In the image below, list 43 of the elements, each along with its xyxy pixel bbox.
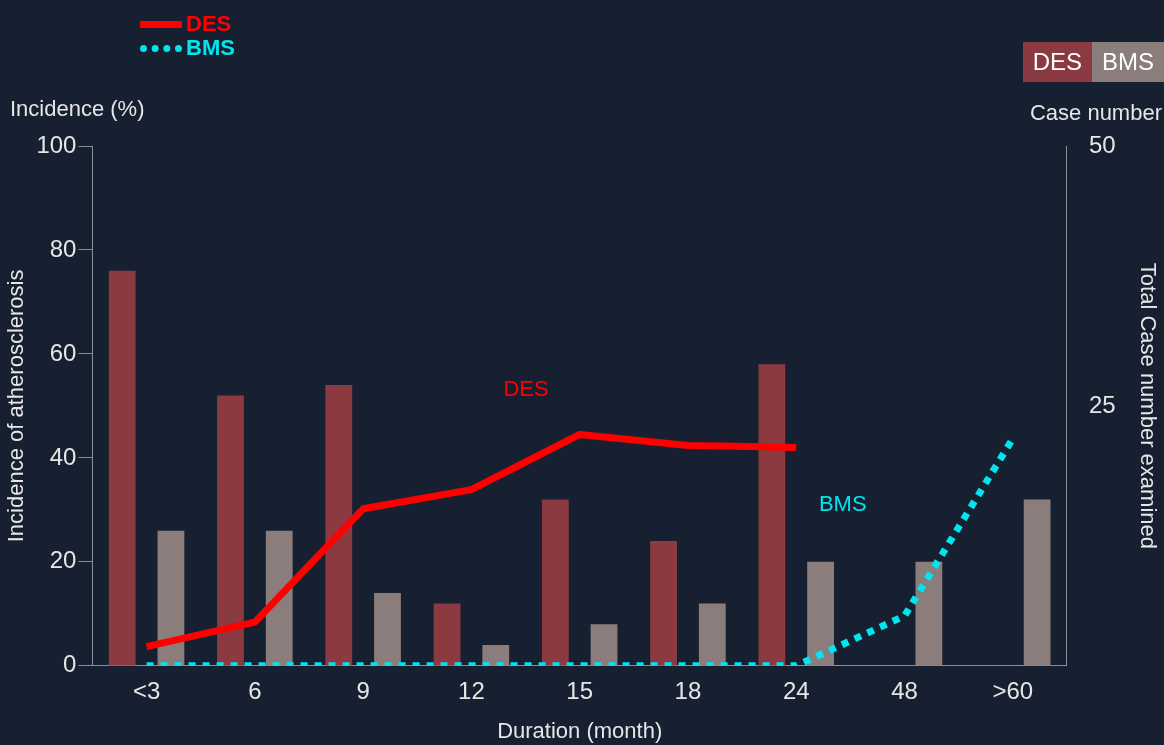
text: DES	[1022, 42, 1092, 82]
bar	[698, 603, 726, 666]
x-tick-label: >60	[992, 676, 1034, 704]
x-tick-label: 18	[674, 676, 702, 704]
y2-tick-label: 25	[1088, 390, 1116, 418]
y2-tick-label: 50	[1088, 130, 1116, 158]
bar	[157, 530, 185, 666]
legend-label: BMS	[186, 35, 235, 61]
bar	[265, 530, 293, 666]
x-tick-label: 24	[782, 676, 810, 704]
text: Incidence (%)	[10, 96, 145, 122]
y-tick-label: 0	[63, 650, 77, 678]
annotation: BMS	[818, 490, 867, 516]
bar	[374, 593, 401, 666]
x-axis-title: Duration (month)	[497, 717, 663, 743]
y-tick-label: 80	[49, 234, 77, 262]
bar	[541, 499, 569, 666]
text: BMS	[1091, 42, 1164, 82]
x-tick-label: 12	[458, 676, 485, 704]
y-tick-label: 60	[49, 338, 77, 366]
y-tick-label: 20	[49, 546, 77, 574]
bar	[758, 364, 786, 666]
annotation: DES	[503, 376, 549, 402]
x-tick-label: 6	[248, 676, 262, 704]
y-tick-label: 40	[49, 442, 77, 470]
x-tick-label: 9	[356, 676, 370, 704]
bar	[1023, 499, 1051, 666]
bar	[590, 624, 618, 666]
bar	[325, 385, 353, 666]
legend-label: DES	[186, 11, 232, 37]
bar	[108, 270, 136, 666]
x-tick-label: 15	[566, 676, 594, 704]
y-axis-title: Incidence of atherosclerosis	[3, 269, 29, 543]
y-tick-label: 100	[36, 130, 77, 158]
x-tick-label: 48	[891, 676, 918, 704]
bar	[217, 395, 244, 666]
text: Case number	[1029, 100, 1162, 126]
bar	[807, 561, 834, 666]
x-tick-label: <3	[132, 676, 161, 704]
y2-axis-title: Total Case number examined	[1135, 262, 1161, 549]
bar	[433, 603, 461, 666]
bar	[650, 541, 677, 666]
bar	[915, 561, 943, 666]
